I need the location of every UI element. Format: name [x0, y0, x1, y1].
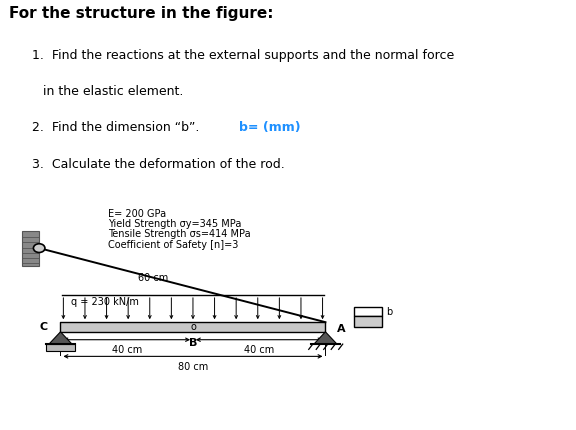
Text: q = 230 kN/m: q = 230 kN/m — [71, 297, 139, 307]
Text: 3.  Calculate the deformation of the rod.: 3. Calculate the deformation of the rod. — [32, 158, 285, 171]
Text: B: B — [189, 338, 197, 348]
Text: 40 cm: 40 cm — [244, 345, 274, 356]
Text: 3b: 3b — [362, 317, 374, 326]
Text: 40 cm: 40 cm — [112, 345, 142, 356]
Text: E= 200 GPa: E= 200 GPa — [108, 209, 166, 219]
Text: C: C — [39, 322, 47, 332]
Text: in the elastic element.: in the elastic element. — [43, 85, 184, 98]
Text: For the structure in the figure:: For the structure in the figure: — [9, 6, 273, 21]
Polygon shape — [49, 332, 72, 344]
Text: A: A — [338, 324, 346, 334]
Circle shape — [33, 244, 45, 252]
Bar — [354, 307, 382, 316]
Text: b= (mm): b= (mm) — [239, 121, 301, 134]
Bar — [22, 230, 39, 266]
Polygon shape — [314, 332, 337, 344]
Text: 1.  Find the reactions at the external supports and the normal force: 1. Find the reactions at the external su… — [32, 49, 454, 61]
Text: b: b — [386, 307, 392, 316]
Text: 80 cm: 80 cm — [178, 362, 208, 372]
Text: Coefficient of Safety [n]=3: Coefficient of Safety [n]=3 — [108, 240, 238, 249]
Text: Yield Strength σy=345 MPa: Yield Strength σy=345 MPa — [108, 219, 242, 229]
Text: Tensile Strength σs=414 MPa: Tensile Strength σs=414 MPa — [108, 229, 251, 239]
Bar — [354, 316, 382, 327]
Text: 2.  Find the dimension “b”.: 2. Find the dimension “b”. — [32, 121, 211, 134]
Bar — [46, 344, 75, 351]
Bar — [60, 322, 325, 332]
Text: o: o — [190, 322, 196, 332]
Text: 60 cm: 60 cm — [138, 273, 169, 283]
